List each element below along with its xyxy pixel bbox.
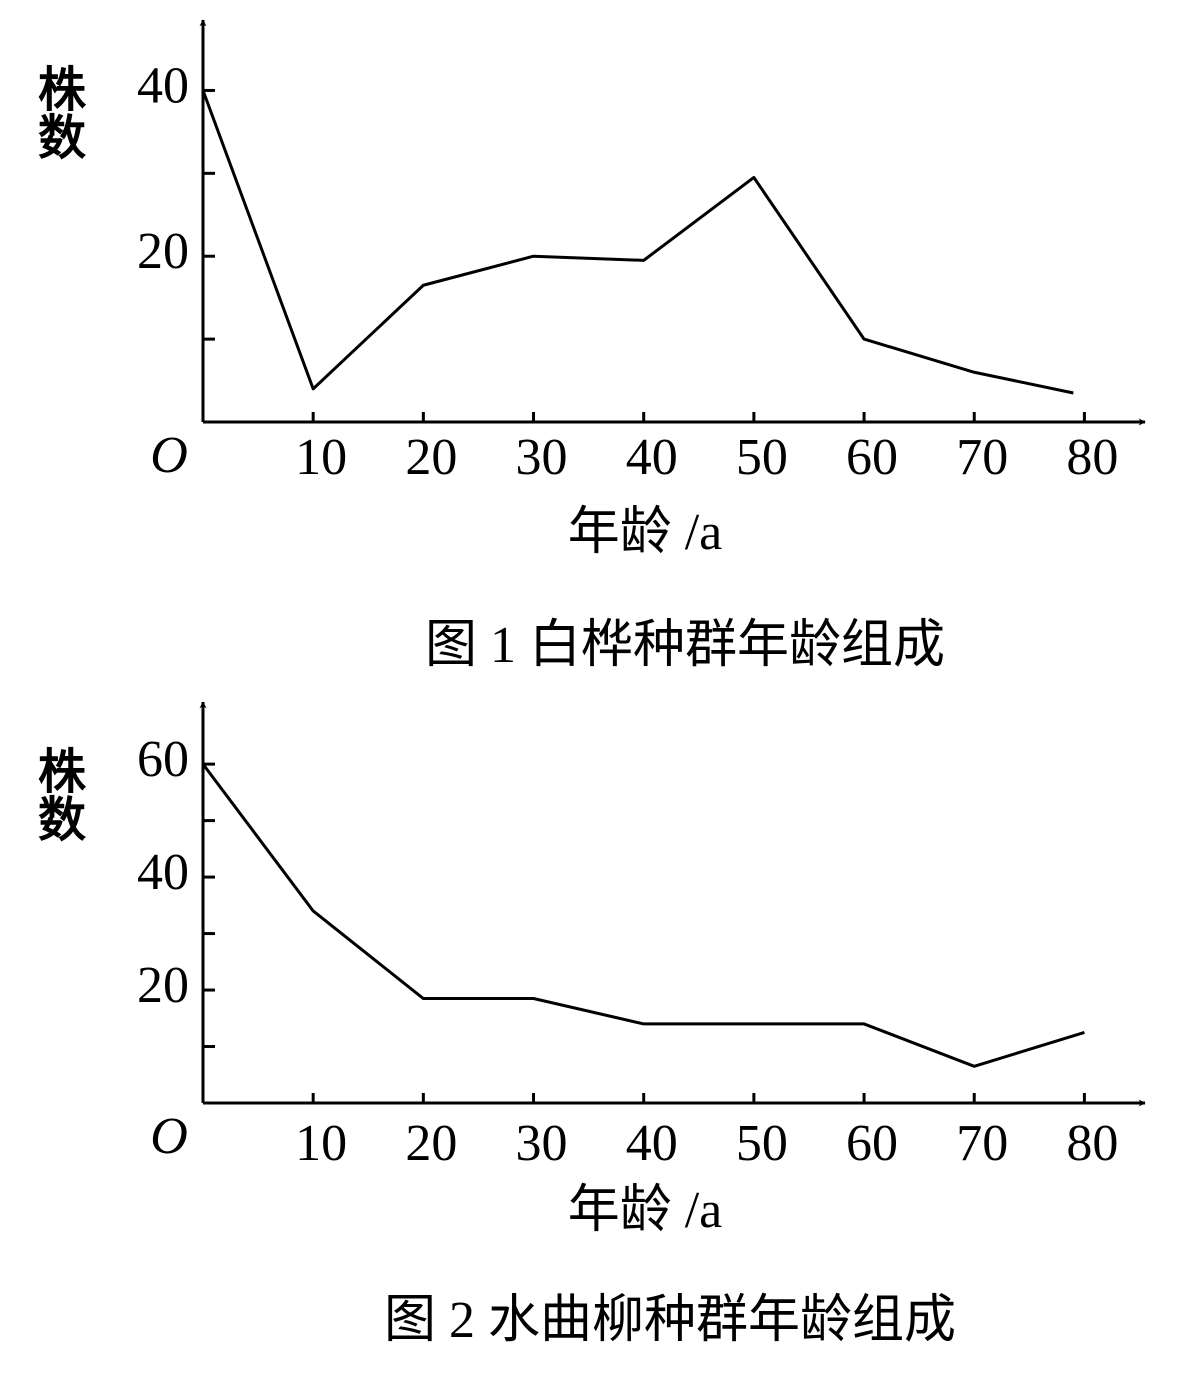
data-line xyxy=(201,89,1074,395)
chart-title: 图 1 白桦种群年龄组成 xyxy=(425,617,945,674)
x-tick-label: 60 xyxy=(846,1115,898,1172)
origin-label: O xyxy=(150,1108,188,1165)
x-tick-label: 80 xyxy=(1066,1115,1118,1172)
x-tick-label: 30 xyxy=(516,1115,568,1172)
data-line xyxy=(201,763,1085,1068)
x-tick-label: 50 xyxy=(736,429,788,486)
chart-title: 图 2 水曲柳种群年龄组成 xyxy=(384,1292,956,1349)
y-tick-label: 40 xyxy=(137,57,189,114)
x-tick-label: 10 xyxy=(295,1115,347,1172)
x-axis-label: 年龄 /a xyxy=(568,1182,723,1239)
y-tick-label: 20 xyxy=(137,223,189,280)
y-tick-label: 60 xyxy=(137,731,189,788)
x-axis-label: 年龄 /a xyxy=(568,504,723,561)
origin-label: O xyxy=(150,427,188,484)
x-tick-label: 20 xyxy=(405,429,457,486)
x-tick-label: 30 xyxy=(516,429,568,486)
y-tick-label: 20 xyxy=(137,957,189,1014)
x-tick-label: 40 xyxy=(626,429,678,486)
x-tick-label: 50 xyxy=(736,1115,788,1172)
x-tick-label: 20 xyxy=(405,1115,457,1172)
x-tick-label: 70 xyxy=(956,429,1008,486)
y-axis-label: 株数 xyxy=(29,64,86,160)
x-tick-label: 70 xyxy=(956,1115,1008,1172)
x-tick-label: 10 xyxy=(295,429,347,486)
x-tick-label: 80 xyxy=(1066,429,1118,486)
y-tick-label: 40 xyxy=(137,844,189,901)
x-tick-label: 60 xyxy=(846,429,898,486)
y-axis-label: 株数 xyxy=(29,746,86,842)
x-tick-label: 40 xyxy=(626,1115,678,1172)
